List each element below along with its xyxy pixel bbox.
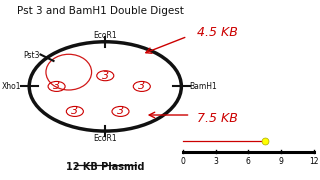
Text: 3: 3 bbox=[53, 81, 60, 91]
Text: 3: 3 bbox=[117, 106, 124, 116]
Text: 3: 3 bbox=[71, 106, 78, 116]
Text: 3: 3 bbox=[102, 71, 109, 81]
Text: 4.5 KB: 4.5 KB bbox=[196, 26, 237, 39]
Text: 6: 6 bbox=[246, 157, 251, 166]
Text: Pst 3 and BamH1 Double Digest: Pst 3 and BamH1 Double Digest bbox=[17, 6, 184, 16]
Text: EcoR1: EcoR1 bbox=[93, 31, 117, 40]
Text: BamH1: BamH1 bbox=[189, 82, 217, 91]
Text: 3: 3 bbox=[213, 157, 218, 166]
Text: 7.5 KB: 7.5 KB bbox=[196, 112, 237, 125]
Text: 9: 9 bbox=[279, 157, 284, 166]
Text: Pst3: Pst3 bbox=[23, 51, 39, 60]
Text: 12: 12 bbox=[309, 157, 318, 166]
Text: EcoR1: EcoR1 bbox=[93, 134, 117, 143]
Text: 3: 3 bbox=[138, 81, 145, 91]
Text: Xho1: Xho1 bbox=[2, 82, 22, 91]
Text: 0: 0 bbox=[180, 157, 185, 166]
Text: 12 KB Plasmid: 12 KB Plasmid bbox=[66, 162, 145, 172]
